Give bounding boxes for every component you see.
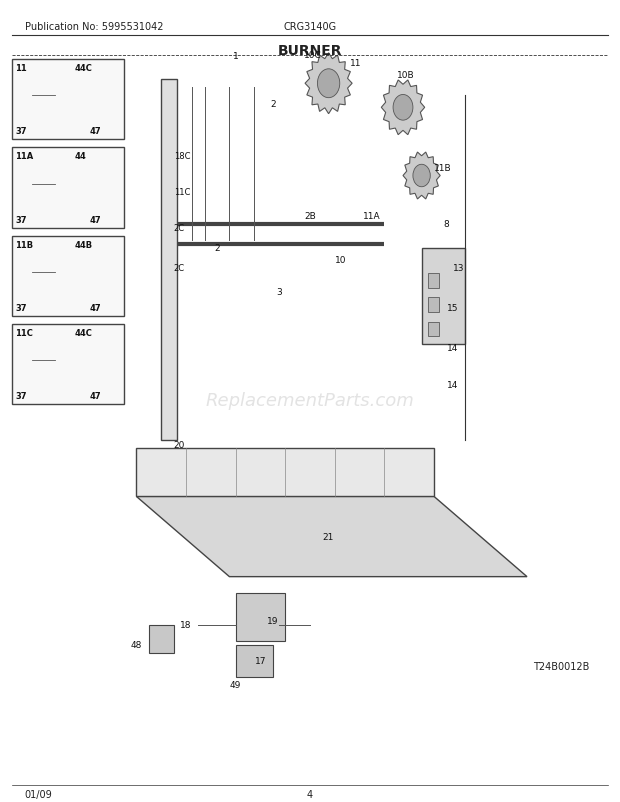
Polygon shape [136, 448, 434, 496]
Bar [422, 249, 465, 345]
Bar [161, 80, 177, 441]
Polygon shape [39, 261, 70, 300]
Text: 44C: 44C [74, 329, 92, 338]
Text: 37: 37 [16, 303, 27, 313]
Text: 2: 2 [270, 99, 276, 108]
Text: 11A: 11A [363, 212, 381, 221]
Circle shape [303, 527, 317, 546]
Text: 47: 47 [90, 216, 102, 225]
Text: 44C: 44C [74, 64, 92, 73]
Bar [428, 274, 439, 289]
Text: 2C: 2C [174, 264, 185, 273]
Circle shape [47, 271, 62, 290]
Text: 48: 48 [131, 641, 142, 650]
FancyBboxPatch shape [12, 237, 124, 317]
Text: 01/09: 01/09 [25, 789, 53, 800]
Text: 13: 13 [453, 264, 464, 273]
Text: 4: 4 [307, 789, 313, 800]
Text: 2B: 2B [304, 212, 316, 221]
Text: 8: 8 [443, 220, 449, 229]
Polygon shape [39, 172, 70, 212]
Polygon shape [403, 153, 440, 200]
Text: 11B: 11B [434, 164, 451, 172]
Bar [149, 625, 174, 653]
Text: 47: 47 [90, 391, 102, 401]
Text: 37: 37 [16, 128, 27, 136]
Text: 1: 1 [232, 51, 239, 61]
Text: 44: 44 [74, 152, 86, 161]
Text: 19: 19 [267, 617, 278, 626]
Polygon shape [381, 81, 425, 136]
Circle shape [413, 165, 430, 188]
Circle shape [47, 359, 62, 379]
Text: 10B: 10B [397, 71, 414, 80]
Text: 21: 21 [322, 533, 334, 541]
Text: 11C: 11C [174, 188, 190, 196]
Bar [236, 645, 273, 677]
Text: CRG3140G: CRG3140G [283, 22, 337, 32]
Text: 47: 47 [90, 128, 102, 136]
Circle shape [47, 183, 62, 202]
Text: 2: 2 [214, 244, 220, 253]
Bar [428, 298, 439, 313]
Text: 3: 3 [276, 288, 282, 297]
Circle shape [393, 95, 413, 121]
Bar [428, 322, 439, 337]
Text: 37: 37 [16, 216, 27, 225]
Text: 14: 14 [447, 380, 458, 389]
Text: 49: 49 [230, 681, 241, 690]
FancyBboxPatch shape [12, 60, 124, 140]
Text: 10C: 10C [304, 51, 322, 60]
Polygon shape [39, 85, 70, 124]
Text: 18: 18 [180, 621, 192, 630]
Circle shape [317, 70, 340, 99]
Text: 11: 11 [350, 59, 362, 68]
Text: BURNER: BURNER [278, 44, 342, 58]
Text: 15: 15 [447, 304, 458, 313]
Text: 47: 47 [90, 303, 102, 313]
Text: 10: 10 [335, 256, 347, 265]
Text: 18C: 18C [174, 152, 190, 160]
Polygon shape [294, 518, 326, 556]
Text: 11B: 11B [16, 241, 33, 249]
Polygon shape [39, 349, 70, 388]
Text: Publication No: 5995531042: Publication No: 5995531042 [25, 22, 163, 32]
Polygon shape [305, 54, 352, 115]
Text: 11: 11 [16, 64, 27, 73]
Text: ReplacementParts.com: ReplacementParts.com [206, 391, 414, 410]
Text: 14: 14 [447, 344, 458, 353]
Text: 17: 17 [255, 657, 266, 666]
FancyBboxPatch shape [12, 148, 124, 229]
Text: 37: 37 [16, 391, 27, 401]
Text: 11C: 11C [16, 329, 33, 338]
Bar [236, 593, 285, 641]
Text: 20: 20 [174, 440, 185, 449]
FancyBboxPatch shape [12, 325, 124, 405]
Polygon shape [136, 496, 527, 577]
Text: 44B: 44B [74, 241, 92, 249]
Text: T24B0012B: T24B0012B [533, 661, 590, 671]
Text: 11A: 11A [16, 152, 33, 161]
Text: 2C: 2C [174, 224, 185, 233]
Circle shape [47, 95, 62, 114]
